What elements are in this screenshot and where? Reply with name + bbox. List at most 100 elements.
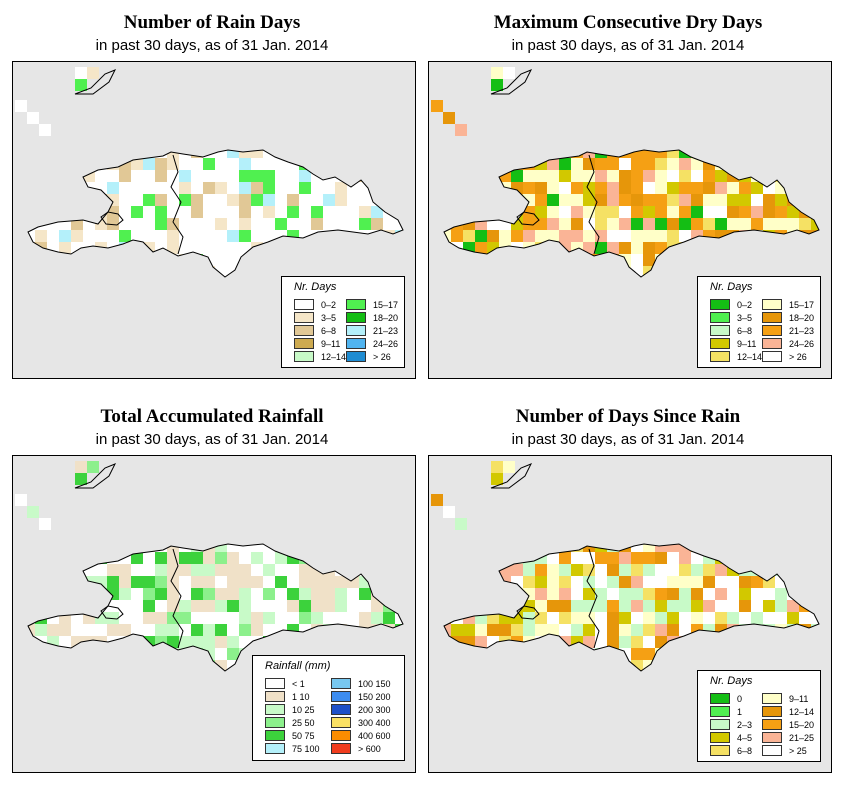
grid-cell [571,158,583,170]
grid-cell [239,194,251,206]
grid-cell [631,218,643,230]
grid-cell [323,206,335,218]
grid-cell [643,254,655,266]
grid-cell [335,218,347,230]
grid-cell [35,684,47,696]
grid-cell [47,600,59,612]
grid-cell [27,112,39,124]
grid-cell [335,636,347,648]
grid-cell [667,624,679,636]
grid-cell [335,576,347,588]
grid-cell [643,588,655,600]
grid-cell [323,254,335,266]
grid-cell [347,588,359,600]
grid-cell [407,242,416,254]
map-canvas [431,67,820,302]
grid-cell [703,544,715,552]
grid-cell [155,552,167,564]
grid-cell [191,636,203,648]
grid-cell [463,672,475,684]
grid-cell [571,206,583,218]
grid-cell [191,648,203,660]
grid-cell [655,544,667,552]
grid-cell [131,158,143,170]
legend-swatch [710,732,730,743]
grid-cell [499,242,511,254]
grid-cell [179,564,191,576]
grid-cell [535,254,547,266]
grid-cell [444,648,451,660]
grid-cell [59,684,71,696]
grid-cell [407,146,416,158]
grid-cell [799,254,811,266]
grid-cell [643,648,655,660]
grid-cell [823,612,832,624]
grid-cell [787,206,799,218]
grid-cell [763,170,775,182]
grid-cell [107,544,119,552]
grid-cell [28,266,35,277]
grid-cell [239,624,251,636]
grid-cell [131,218,143,230]
grid-cell [655,242,667,254]
grid-cell [119,672,131,684]
legend-label: 25 50 [292,718,315,728]
grid-cell [251,612,263,624]
grid-cell [811,600,819,612]
grid-cell [799,158,811,170]
grid-cell [487,544,499,552]
legend-label: 1 [737,707,743,717]
grid-cell [444,206,451,218]
grid-cell [727,242,739,254]
grid-cell [463,624,475,636]
grid-cell [215,544,227,552]
grid-cell [787,170,799,182]
grid-cell [763,150,775,158]
grid-cell [143,206,155,218]
grid-cell [335,150,347,158]
northern-island-outline [74,463,117,489]
grid-cell [107,290,119,302]
legend-label: 15–17 [373,300,399,310]
grid-cell [763,600,775,612]
grid-cell [535,684,547,696]
grid-cell [287,588,299,600]
grid-cell [287,254,299,266]
grid-cell [95,182,107,194]
grid-cell [28,624,35,636]
grid-cell [359,612,371,624]
grid-cell [107,660,119,671]
grid-cell [763,552,775,564]
legend-swatch [762,745,782,756]
legend-label: 24–26 [373,339,399,349]
grid-cell [511,564,523,576]
legend-swatch [346,351,366,362]
grid-cell [119,182,131,194]
legend-title: Nr. Days [294,281,337,293]
grid-cell [407,182,416,194]
grid-cell [559,290,571,302]
grid-cell [215,660,227,671]
grid-cell [47,672,59,684]
grid-cell [395,194,403,206]
grid-cell [275,552,287,564]
grid-cell [727,254,739,266]
grid-cell [251,266,263,277]
legend-swatch [346,325,366,336]
grid-cell [28,544,35,552]
legend-swatch [265,717,285,728]
grid-cell [451,564,463,576]
grid-cell [95,576,107,588]
grid-cell [359,218,371,230]
legend-label: 6–8 [321,326,337,336]
grid-cell [727,552,739,564]
grid-cell [95,600,107,612]
legend-swatch [710,706,730,717]
grid-cell [83,242,95,254]
grid-cell [523,660,535,671]
grid-cell [155,600,167,612]
grid-cell [311,158,323,170]
grid-cell [763,636,775,648]
legend-swatch [762,325,782,336]
grid-cell [251,588,263,600]
